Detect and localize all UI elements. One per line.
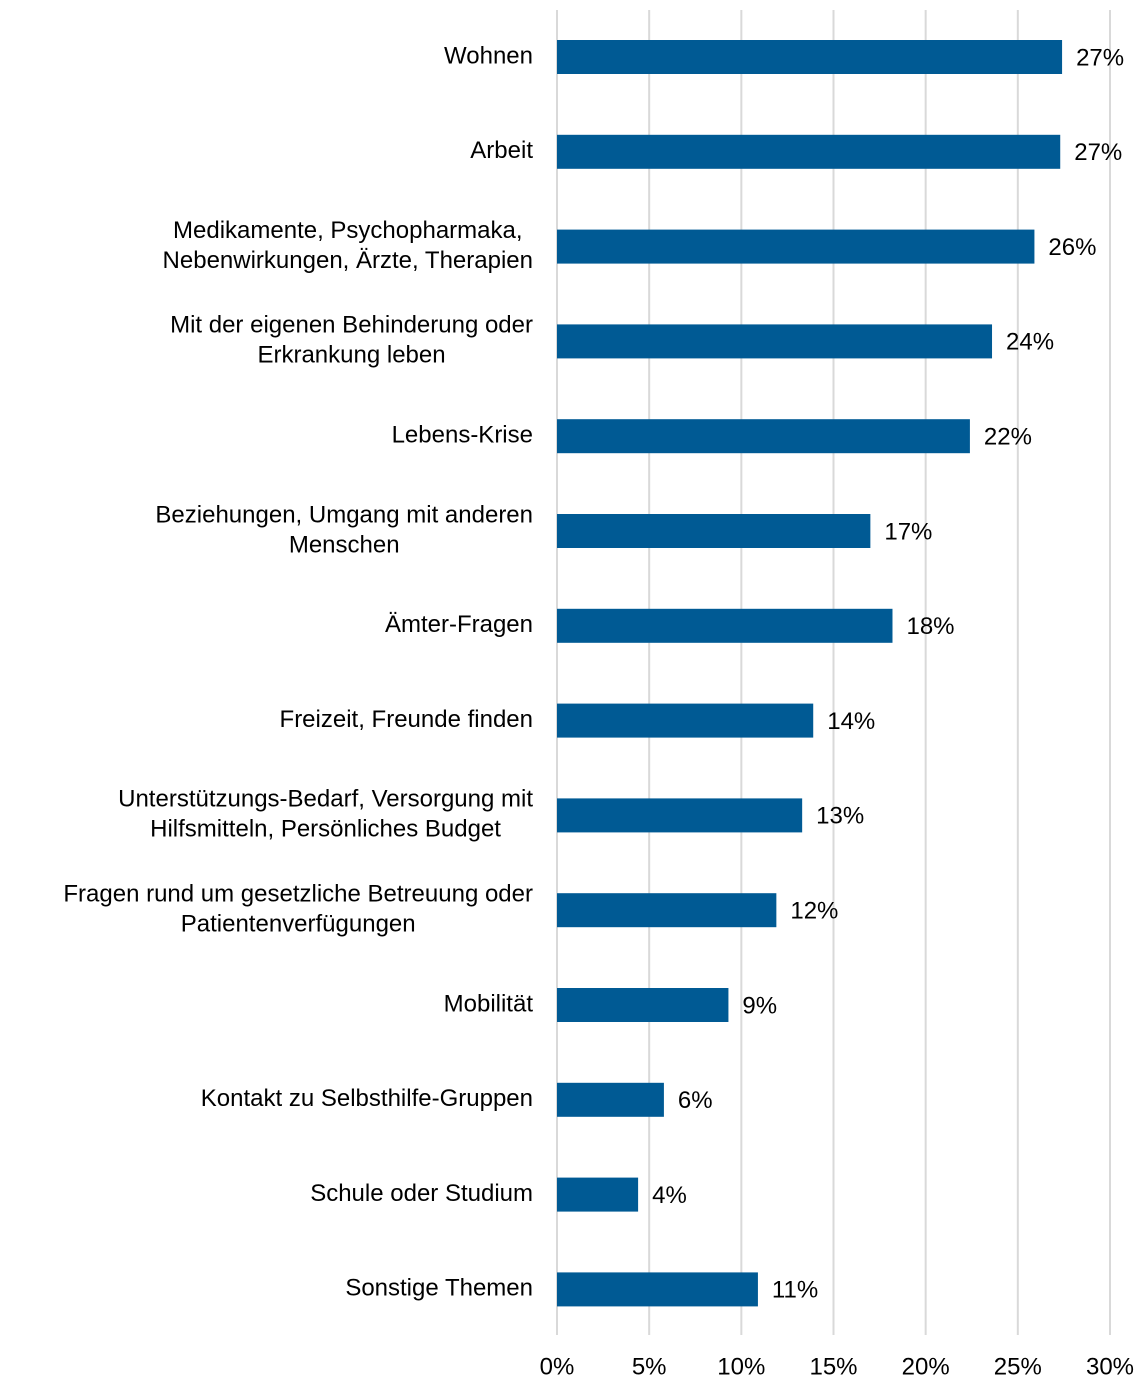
y-tick-label-group: Mobilität (444, 990, 534, 1017)
y-tick-label-group: Arbeit (470, 137, 533, 164)
y-tick-label: Kontakt zu Selbsthilfe-Gruppen (201, 1085, 533, 1112)
y-tick-label: Menschen (289, 531, 400, 558)
bar (557, 514, 871, 548)
value-label: 13% (816, 803, 864, 830)
y-tick-label: Wohnen (444, 42, 533, 69)
y-tick-label: Erkrankung leben (257, 342, 445, 369)
bar (557, 1177, 639, 1212)
value-label: 14% (827, 708, 875, 735)
bar (557, 229, 1035, 264)
value-label: 4% (652, 1182, 687, 1209)
y-tick-label: Schule oder Studium (310, 1180, 533, 1207)
x-tick-label: 25% (994, 1353, 1042, 1380)
y-tick-label: Arbeit (470, 137, 533, 164)
y-tick-label: Ämter-Fragen (385, 611, 533, 638)
bar (557, 1082, 664, 1117)
y-tick-label-group: Wohnen (444, 42, 533, 69)
value-label: 9% (742, 992, 777, 1019)
y-tick-label-group: Freizeit, Freunde finden (280, 706, 533, 733)
x-tick-label: 20% (902, 1353, 950, 1380)
y-tick-label: Beziehungen, Umgang mit anderen (155, 501, 533, 528)
value-label: 18% (906, 613, 954, 640)
y-tick-label-group: Ämter-Fragen (385, 611, 533, 638)
y-tick-label-group: Kontakt zu Selbsthilfe-Gruppen (201, 1085, 533, 1112)
y-tick-label: Medikamente, Psychopharmaka, (173, 217, 523, 244)
y-tick-label: Mit der eigenen Behinderung oder (170, 312, 533, 339)
bar (557, 988, 729, 1022)
x-tick-label: 10% (717, 1353, 765, 1380)
bar (557, 608, 893, 643)
bar (557, 324, 993, 359)
value-label: 27% (1074, 139, 1122, 166)
x-tick-label: 5% (632, 1353, 667, 1380)
x-tick-label: 30% (1086, 1353, 1134, 1380)
value-label: 6% (678, 1087, 713, 1114)
bar (557, 893, 777, 928)
bar (557, 703, 814, 738)
y-tick-label-group: Sonstige Themen (345, 1275, 533, 1302)
y-tick-label: Hilfsmitteln, Persönliches Budget (150, 816, 501, 843)
y-tick-label: Patientenverfügungen (181, 911, 416, 938)
value-label: 12% (790, 898, 838, 925)
value-label: 27% (1076, 44, 1124, 71)
bar (557, 798, 803, 833)
bar (557, 40, 1063, 74)
value-label: 26% (1048, 234, 1096, 261)
value-label: 24% (1006, 329, 1054, 356)
y-tick-label: Freizeit, Freunde finden (280, 706, 533, 733)
value-label: 22% (984, 424, 1032, 451)
y-tick-label: Fragen rund um gesetzliche Betreuung ode… (63, 881, 533, 908)
bar (557, 134, 1061, 169)
y-tick-label-group: Beziehungen, Umgang mit anderen Menschen (155, 501, 533, 558)
value-label: 11% (772, 1277, 818, 1304)
y-tick-label: Nebenwirkungen, Ärzte, Therapien (163, 247, 533, 274)
y-tick-label: Lebens-Krise (392, 422, 533, 449)
x-tick-label: 15% (809, 1353, 857, 1380)
y-tick-label-group: Unterstützungs-Bedarf, Versorgung mit Hil… (118, 786, 533, 843)
x-tick-label: 0% (540, 1353, 575, 1380)
y-tick-label-group: Schule oder Studium (310, 1180, 533, 1207)
y-tick-label-group: Medikamente, Psychopharmaka, Nebenwirkung… (163, 217, 533, 274)
y-tick-label-group: Lebens-Krise (392, 422, 533, 449)
y-tick-label: Mobilität (444, 990, 534, 1017)
y-tick-label: Sonstige Themen (345, 1275, 533, 1302)
y-tick-label-group: Mit der eigenen Behinderung oder Erkranku… (170, 312, 533, 369)
value-label: 17% (884, 518, 932, 545)
bar (557, 1272, 758, 1307)
y-tick-label-group: Fragen rund um gesetzliche Betreuung ode… (63, 881, 533, 938)
y-tick-label: Unterstützungs-Bedarf, Versorgung mit (118, 786, 533, 813)
bar (557, 419, 970, 454)
